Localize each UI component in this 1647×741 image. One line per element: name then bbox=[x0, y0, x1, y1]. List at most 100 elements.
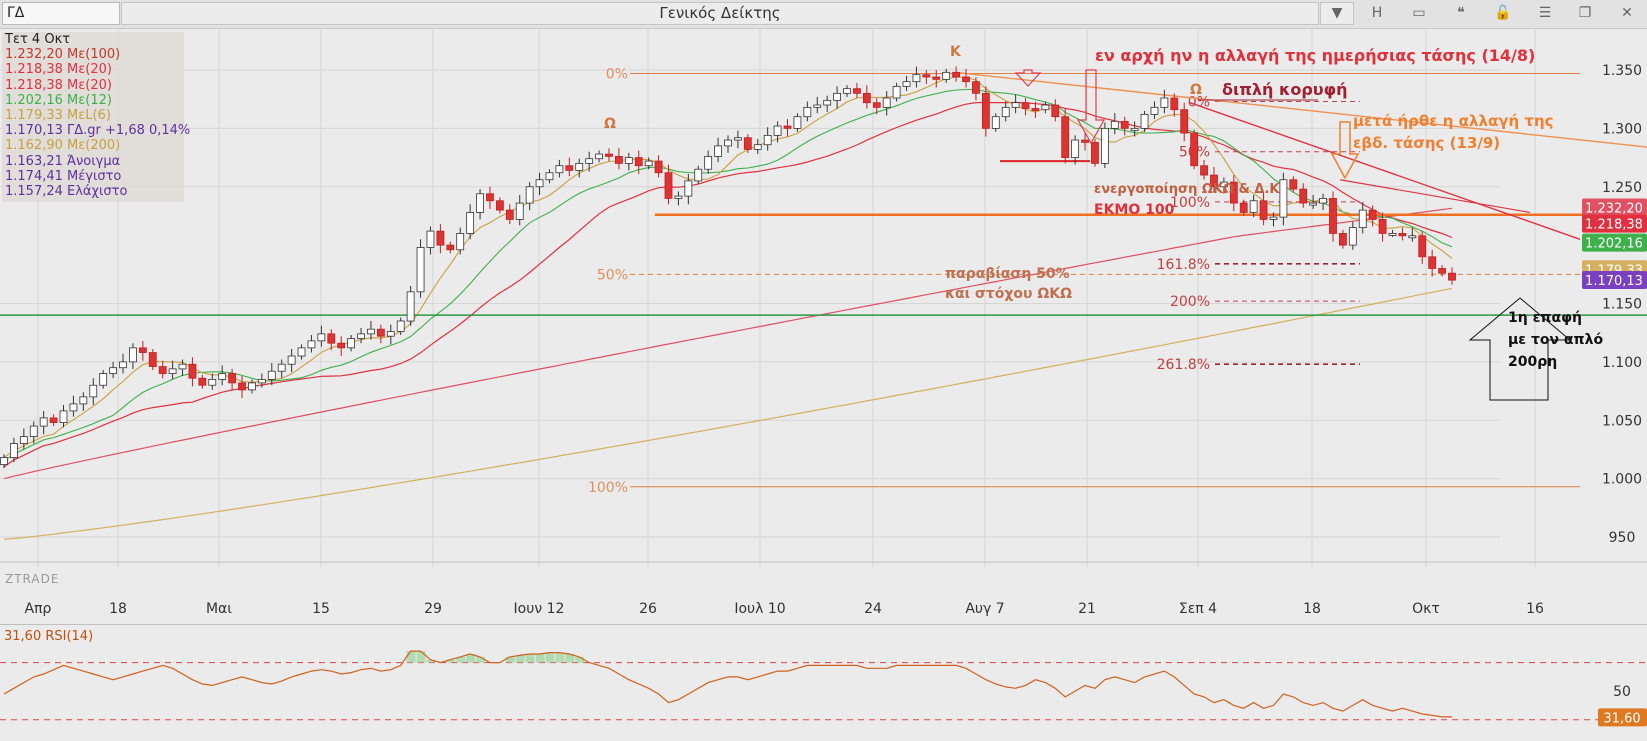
candle bbox=[59, 405, 68, 428]
candle bbox=[743, 134, 752, 153]
ma20-line bbox=[3, 101, 1453, 468]
fib-label-right: 261.8% bbox=[1157, 357, 1210, 373]
candle bbox=[297, 344, 306, 360]
svg-text:31,60: 31,60 bbox=[1603, 711, 1640, 726]
candle bbox=[674, 191, 683, 206]
price-tag: 1.170,13 bbox=[1582, 270, 1647, 289]
legend-entry: 1.218,38 Με(20) bbox=[5, 62, 112, 78]
candle bbox=[1428, 249, 1437, 277]
chart-annotation: μετά ήρθε η αλλαγή της bbox=[1353, 112, 1554, 130]
candle bbox=[1348, 221, 1357, 250]
chart-annotation: εν αρχή ην η αλλαγή της ημερήσιας τάσης … bbox=[1095, 46, 1536, 65]
candle bbox=[763, 127, 772, 151]
y-tick-label: 1.000 bbox=[1602, 472, 1642, 488]
legend-entry: Τετ 4 Οκτ bbox=[5, 32, 71, 47]
watermark: ZTRADE bbox=[5, 572, 59, 586]
x-tick-label: Οκτ bbox=[1412, 601, 1440, 617]
candle bbox=[644, 157, 653, 170]
candle bbox=[1239, 199, 1248, 216]
candle bbox=[188, 357, 197, 387]
y-tick-label: 1.350 bbox=[1602, 63, 1642, 79]
candle bbox=[515, 194, 524, 226]
fib-label-left: 100% bbox=[588, 480, 628, 496]
candle bbox=[962, 68, 970, 88]
svg-text:1.232,20: 1.232,20 bbox=[1585, 202, 1643, 217]
candle bbox=[1001, 101, 1010, 122]
candle bbox=[1100, 122, 1109, 169]
candle bbox=[1110, 113, 1119, 135]
candle bbox=[277, 359, 286, 379]
candle bbox=[1279, 172, 1288, 226]
dropdown-icon[interactable]: ▼ bbox=[1331, 5, 1343, 21]
candle bbox=[436, 224, 445, 254]
x-tick-label: 24 bbox=[864, 601, 882, 617]
menu-icon[interactable]: ☰ bbox=[1538, 5, 1552, 21]
x-tick-label: 16 bbox=[1526, 601, 1544, 617]
title-dropdown[interactable] bbox=[1320, 2, 1354, 25]
y-tick-label: 1.150 bbox=[1602, 297, 1642, 313]
rsi-chart[interactable]: 31,60 RSI(14) 50 31,60 bbox=[0, 624, 1647, 741]
candle bbox=[1200, 159, 1208, 180]
candle bbox=[1021, 98, 1030, 116]
y-tick-label: 1.300 bbox=[1602, 121, 1642, 137]
candle bbox=[29, 421, 38, 444]
candle bbox=[19, 428, 28, 450]
x-tick-label: Ιουν 12 bbox=[514, 601, 565, 617]
rsi-line bbox=[3, 650, 1452, 718]
close-icon[interactable]: ✕ bbox=[1621, 5, 1633, 21]
x-tick-label: Μαι bbox=[206, 601, 232, 617]
legend-entry: 1.179,33 ΜεL(6) bbox=[5, 108, 111, 124]
x-tick-label: 18 bbox=[1303, 601, 1321, 617]
candle bbox=[158, 360, 167, 379]
candle bbox=[10, 437, 18, 463]
chart-annotation: διπλή κορυφή bbox=[1222, 80, 1348, 99]
ma6-line bbox=[3, 76, 1453, 459]
x-tick-label: 29 bbox=[424, 601, 442, 617]
candle bbox=[753, 138, 762, 155]
legend-entry: 1.163,21 Άνοιγμα bbox=[5, 153, 121, 169]
restore-icon[interactable]: ❐ bbox=[1578, 5, 1592, 21]
candle bbox=[337, 336, 346, 357]
candle bbox=[882, 91, 891, 116]
symbol-input[interactable]: ΓΔ bbox=[2, 2, 120, 25]
candle bbox=[386, 324, 395, 345]
candle bbox=[1368, 205, 1377, 227]
legend-entry: 1.162,90 Με(200) bbox=[5, 138, 121, 154]
candle bbox=[684, 173, 693, 205]
candle bbox=[932, 70, 941, 88]
candle bbox=[39, 410, 48, 435]
candle bbox=[724, 135, 732, 153]
candle bbox=[267, 363, 276, 386]
chart-type-icon[interactable]: ▭ bbox=[1412, 5, 1426, 21]
lock-icon[interactable]: 🔓 bbox=[1494, 5, 1512, 21]
comment-icon[interactable]: ❝ bbox=[1457, 5, 1465, 21]
x-tick-label: Απρ bbox=[25, 601, 52, 617]
x-tick-label: 26 bbox=[639, 601, 657, 617]
candle bbox=[1269, 212, 1278, 227]
y-tick-label: 950 bbox=[1609, 530, 1636, 546]
candle bbox=[476, 189, 484, 220]
x-tick-label: Σεπ 4 bbox=[1179, 601, 1217, 617]
chart-annotation: με τον απλό bbox=[1508, 332, 1604, 348]
candle bbox=[1051, 99, 1060, 122]
chart-annotation: Ω bbox=[1190, 82, 1202, 98]
trendline-weekly bbox=[954, 71, 1647, 148]
interval-button[interactable]: H bbox=[1371, 5, 1383, 21]
fib-label-right: 100% bbox=[1170, 195, 1210, 211]
candle bbox=[1388, 229, 1397, 237]
candle bbox=[843, 85, 851, 97]
rsi-tick: 50 bbox=[1613, 684, 1631, 700]
legend-entry: 1.202,16 Με(12) bbox=[5, 92, 112, 108]
candle bbox=[565, 157, 574, 177]
candle bbox=[535, 172, 544, 195]
price-chart[interactable]: 950 1.000 1.050 1.100 1.150 1.250 1.300 1.350 Απ… bbox=[0, 28, 1647, 624]
candle bbox=[287, 349, 296, 373]
candle bbox=[99, 370, 108, 389]
candle bbox=[575, 158, 584, 178]
fib-label-left: 50% bbox=[597, 267, 628, 283]
candle bbox=[89, 378, 98, 406]
y-tick-label: 1.050 bbox=[1602, 413, 1642, 429]
candle bbox=[862, 85, 871, 109]
price-tag: 1.202,16 bbox=[1582, 233, 1647, 252]
candle bbox=[109, 361, 117, 379]
